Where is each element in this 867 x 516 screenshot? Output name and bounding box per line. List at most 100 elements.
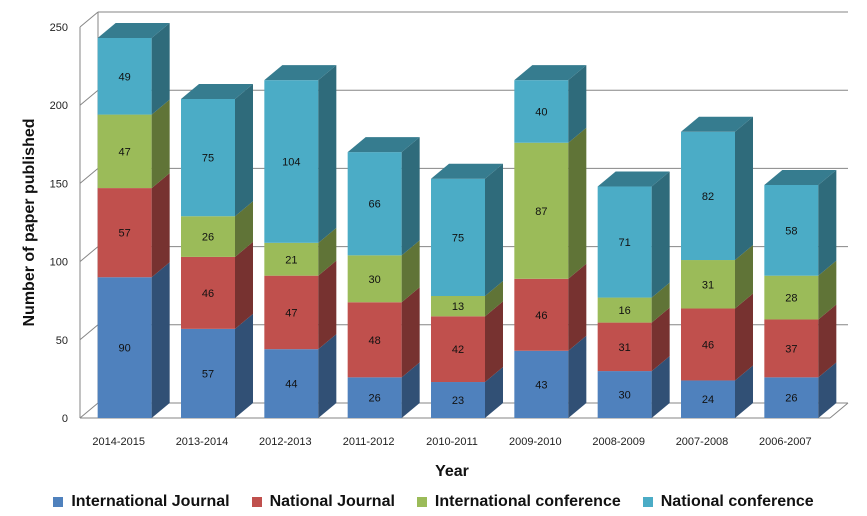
x-axis-title: Year bbox=[435, 463, 469, 480]
data-label-2013-2014-s0: 57 bbox=[202, 368, 214, 380]
x-tick-label-2: 2012-2013 bbox=[259, 436, 312, 448]
bar-2009-2010-s1-front bbox=[514, 278, 569, 351]
bar-2006-2007-s0-front bbox=[764, 377, 819, 418]
data-label-2011-2012-s3: 66 bbox=[369, 199, 381, 211]
bar-2011-2012-s0-side bbox=[401, 362, 420, 418]
bar-2014-2015-s1-front bbox=[97, 188, 152, 278]
x-tick-label-6: 2008-2009 bbox=[592, 436, 645, 448]
bar-2010-2011-s3-front bbox=[431, 178, 485, 297]
bar-2010-2011-s0-side bbox=[485, 367, 503, 418]
bar-2008-2009-s3-side bbox=[651, 171, 670, 298]
floor-right-edge bbox=[829, 402, 849, 419]
bar-2010-2011-s2-side bbox=[485, 281, 503, 317]
bar-2008-2009-s0-front bbox=[597, 371, 652, 418]
x-tick-label-3: 2011-2012 bbox=[343, 436, 395, 448]
grid-diagonal-4 bbox=[79, 89, 99, 106]
bar-2012-2013-s3-front bbox=[264, 80, 319, 243]
bar-2014-2015-s0-side bbox=[151, 262, 170, 418]
bar-2007-2008-s3-front bbox=[681, 131, 735, 261]
legend-item-national-conference: National conference bbox=[642, 493, 814, 511]
bar-2008-2009-s2-front bbox=[597, 297, 652, 323]
bar-2007-2008-s0-front bbox=[681, 380, 735, 418]
bar-2014-2015-s1-side bbox=[151, 173, 170, 278]
bar-2010-2011-s1-side bbox=[485, 301, 503, 383]
grid-diagonal-5 bbox=[79, 11, 99, 28]
bar-2007-2008-s2-side bbox=[735, 245, 753, 309]
y-tick-label-1: 50 bbox=[56, 335, 68, 347]
bar-2012-2013-s1-front bbox=[264, 275, 319, 350]
bar-2006-2007-s2-side bbox=[818, 260, 837, 320]
bar-2010-2011-s0-front bbox=[431, 382, 485, 418]
data-label-2014-2015-s1: 57 bbox=[119, 228, 131, 240]
bar-2010-2011-top bbox=[431, 163, 503, 179]
bar-2009-2010-s2-side bbox=[568, 127, 587, 279]
bar-2011-2012-s1-front bbox=[347, 302, 402, 378]
grid-diagonal-2 bbox=[79, 246, 99, 262]
data-label-2011-2012-s0: 26 bbox=[369, 393, 381, 405]
y-tick-label-2: 100 bbox=[50, 257, 68, 269]
grid-diagonal-0 bbox=[79, 402, 99, 419]
bar-2012-2013-s2-front bbox=[264, 242, 319, 276]
data-label-2011-2012-s1: 48 bbox=[369, 335, 381, 347]
y-tick-label-3: 150 bbox=[50, 178, 68, 190]
bar-2007-2008-s1-front bbox=[681, 308, 735, 381]
data-label-2010-2011-s2: 13 bbox=[452, 301, 464, 313]
data-label-2009-2010-s2: 87 bbox=[535, 206, 547, 218]
grid-diagonal-3 bbox=[79, 168, 99, 184]
bar-2012-2013-s3-side bbox=[318, 65, 337, 243]
bar-2012-2013-s0-front bbox=[264, 349, 319, 418]
y-tick-label-4: 200 bbox=[50, 100, 68, 112]
bar-2007-2008-s1-side bbox=[735, 293, 753, 381]
bar-2006-2007-s3-front bbox=[764, 184, 819, 276]
bar-2014-2015-s3-front bbox=[97, 37, 152, 115]
legend-item-national-journal: National Journal bbox=[251, 493, 395, 511]
data-label-2007-2008-s2: 31 bbox=[702, 279, 714, 291]
bar-2006-2007-s0-side bbox=[818, 362, 837, 418]
data-label-2006-2007-s2: 28 bbox=[785, 293, 797, 305]
data-label-2010-2011-s3: 75 bbox=[452, 232, 464, 244]
bar-2014-2015-s2-side bbox=[151, 99, 170, 189]
data-label-2008-2009-s1: 31 bbox=[619, 342, 631, 354]
bar-2013-2014-top bbox=[181, 83, 253, 99]
data-label-2013-2014-s1: 46 bbox=[202, 288, 214, 300]
data-label-2012-2013-s0: 44 bbox=[285, 379, 297, 391]
legend-label-national-conference: National conference bbox=[660, 493, 814, 510]
data-label-2012-2013-s3: 104 bbox=[282, 157, 300, 169]
data-label-2006-2007-s0: 26 bbox=[785, 393, 797, 405]
bar-2010-2011-s1-front bbox=[431, 316, 485, 383]
bar-2008-2009-s2-side bbox=[651, 282, 670, 323]
data-label-2013-2014-s3: 75 bbox=[202, 153, 214, 165]
bar-2008-2009-s3-front bbox=[597, 186, 652, 298]
legend-swatch-international-conference bbox=[416, 497, 427, 507]
data-label-2014-2015-s3: 49 bbox=[119, 71, 131, 83]
bar-2013-2014-s2-front bbox=[181, 216, 235, 257]
data-label-2014-2015-s0: 90 bbox=[119, 343, 131, 355]
bar-2006-2007-top bbox=[764, 169, 837, 185]
bar-2012-2013-s2-side bbox=[318, 227, 337, 276]
bar-2007-2008-s2-front bbox=[681, 260, 735, 309]
grid-diagonal-1 bbox=[79, 324, 99, 341]
bar-2010-2011-s3-side bbox=[485, 163, 503, 297]
data-label-2012-2013-s1: 47 bbox=[285, 307, 297, 319]
bar-2011-2012-s0-front bbox=[347, 377, 402, 418]
bar-2006-2007-s2-front bbox=[764, 275, 819, 320]
legend-swatch-international-journal bbox=[53, 497, 64, 507]
data-label-2007-2008-s0: 24 bbox=[702, 394, 714, 406]
bar-2008-2009-s1-side bbox=[651, 307, 670, 372]
legend-swatch-national-journal bbox=[251, 497, 262, 507]
y-axis-title: Number of paper published bbox=[21, 118, 38, 326]
bar-2011-2012-s3-front bbox=[347, 152, 402, 256]
bar-2012-2013-top bbox=[264, 65, 337, 81]
bar-2010-2011-s2-front bbox=[431, 296, 485, 317]
data-label-2011-2012-s2: 30 bbox=[369, 274, 381, 286]
x-tick-label-1: 2013-2014 bbox=[176, 436, 229, 448]
bar-2011-2012-top bbox=[347, 137, 420, 153]
bar-2008-2009-s0-side bbox=[651, 356, 670, 418]
x-tick-label-4: 2010-2011 bbox=[426, 436, 478, 448]
bar-2009-2010-s1-side bbox=[568, 263, 587, 351]
bar-2012-2013-s1-side bbox=[318, 260, 337, 350]
x-tick-label-7: 2007-2008 bbox=[676, 436, 729, 448]
data-label-2009-2010-s1: 46 bbox=[535, 310, 547, 322]
data-label-2012-2013-s2: 21 bbox=[285, 254, 297, 266]
